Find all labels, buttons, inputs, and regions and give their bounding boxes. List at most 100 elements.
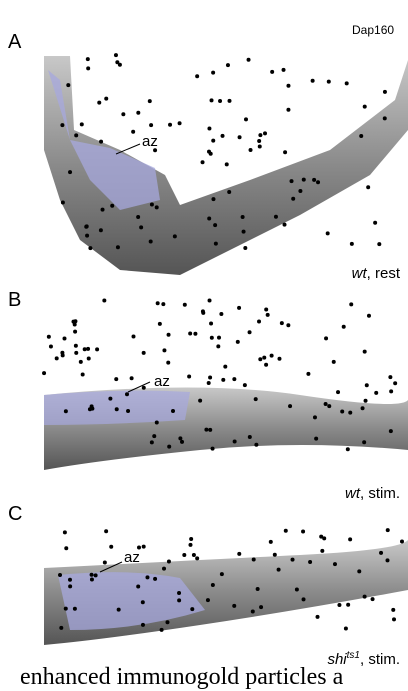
- particle: [236, 340, 240, 344]
- particle: [145, 575, 149, 579]
- particle: [273, 553, 277, 557]
- particle: [95, 347, 99, 351]
- particle: [263, 131, 267, 135]
- particle: [177, 591, 181, 595]
- particle: [277, 357, 281, 361]
- particle: [47, 335, 51, 339]
- particle: [97, 101, 101, 105]
- particle: [68, 578, 72, 582]
- particle: [259, 605, 263, 609]
- condition-label: wt, stim.: [345, 485, 400, 502]
- particle: [223, 365, 227, 369]
- condition-rest: , stim.: [360, 485, 400, 502]
- particle: [114, 53, 118, 57]
- particle: [363, 105, 367, 109]
- particle: [242, 230, 246, 234]
- particle: [386, 528, 390, 532]
- particle: [254, 443, 258, 447]
- particle: [322, 536, 326, 540]
- particle: [251, 609, 255, 613]
- particle: [61, 200, 65, 204]
- particle: [264, 307, 268, 311]
- particle: [187, 374, 191, 378]
- particle: [83, 347, 87, 351]
- particle: [210, 98, 214, 102]
- az-label: az: [142, 133, 158, 150]
- particle: [211, 583, 215, 587]
- particle: [316, 180, 320, 184]
- particle: [337, 603, 341, 607]
- particle: [137, 546, 141, 550]
- particle: [345, 81, 349, 85]
- panel-letter: B: [8, 289, 21, 311]
- particle: [379, 551, 383, 555]
- particle: [357, 569, 361, 573]
- particle: [165, 620, 169, 624]
- particle: [153, 577, 157, 581]
- particle: [306, 372, 310, 376]
- particle: [195, 74, 199, 78]
- particle: [373, 221, 377, 225]
- particle: [256, 587, 260, 591]
- particle: [81, 372, 85, 376]
- particle: [190, 607, 194, 611]
- particle: [178, 121, 182, 125]
- particle: [237, 552, 241, 556]
- particle: [340, 409, 344, 413]
- particle: [131, 130, 135, 134]
- particle: [204, 428, 208, 432]
- particle: [121, 112, 125, 116]
- particle: [266, 313, 270, 317]
- particle: [228, 99, 232, 103]
- particle: [88, 246, 92, 250]
- particle: [99, 140, 103, 144]
- particle: [210, 336, 214, 340]
- particle: [377, 242, 381, 246]
- particle: [141, 600, 145, 604]
- particle: [226, 63, 230, 67]
- particle: [288, 404, 292, 408]
- particle: [270, 70, 274, 74]
- particle: [74, 351, 78, 355]
- particle: [80, 122, 84, 126]
- particle: [116, 245, 120, 249]
- particle: [55, 356, 59, 360]
- particle: [63, 530, 67, 534]
- particle: [209, 321, 213, 325]
- particle: [167, 445, 171, 449]
- particle: [290, 179, 294, 183]
- particle: [295, 587, 299, 591]
- condition-label: wt, rest: [352, 265, 401, 282]
- particle: [136, 585, 140, 589]
- particle: [291, 558, 295, 562]
- particle: [359, 134, 363, 138]
- condition-rest: , stim.: [360, 651, 400, 668]
- particle: [110, 204, 114, 208]
- particle: [102, 298, 106, 302]
- particle: [177, 598, 181, 602]
- particle: [183, 303, 187, 307]
- particle: [74, 344, 78, 348]
- particle: [66, 83, 70, 87]
- particle: [241, 215, 245, 219]
- particle: [64, 409, 68, 413]
- particle: [142, 386, 146, 390]
- figure: Dap160 A az wt, rest B az wt, stim. C az…: [0, 0, 408, 691]
- particle: [298, 189, 302, 193]
- particle: [363, 350, 367, 354]
- particle: [103, 561, 107, 565]
- particle: [208, 375, 212, 379]
- particle: [149, 123, 153, 127]
- particle: [71, 320, 75, 324]
- particle: [221, 378, 225, 382]
- particle: [257, 320, 261, 324]
- particle: [142, 351, 146, 355]
- particle: [114, 377, 118, 381]
- particle: [139, 225, 143, 229]
- caption: enhanced immunogold particles a: [20, 664, 344, 690]
- particle: [180, 440, 184, 444]
- particle: [104, 529, 108, 533]
- particle: [249, 148, 253, 152]
- particle: [125, 392, 129, 396]
- particle: [198, 399, 202, 403]
